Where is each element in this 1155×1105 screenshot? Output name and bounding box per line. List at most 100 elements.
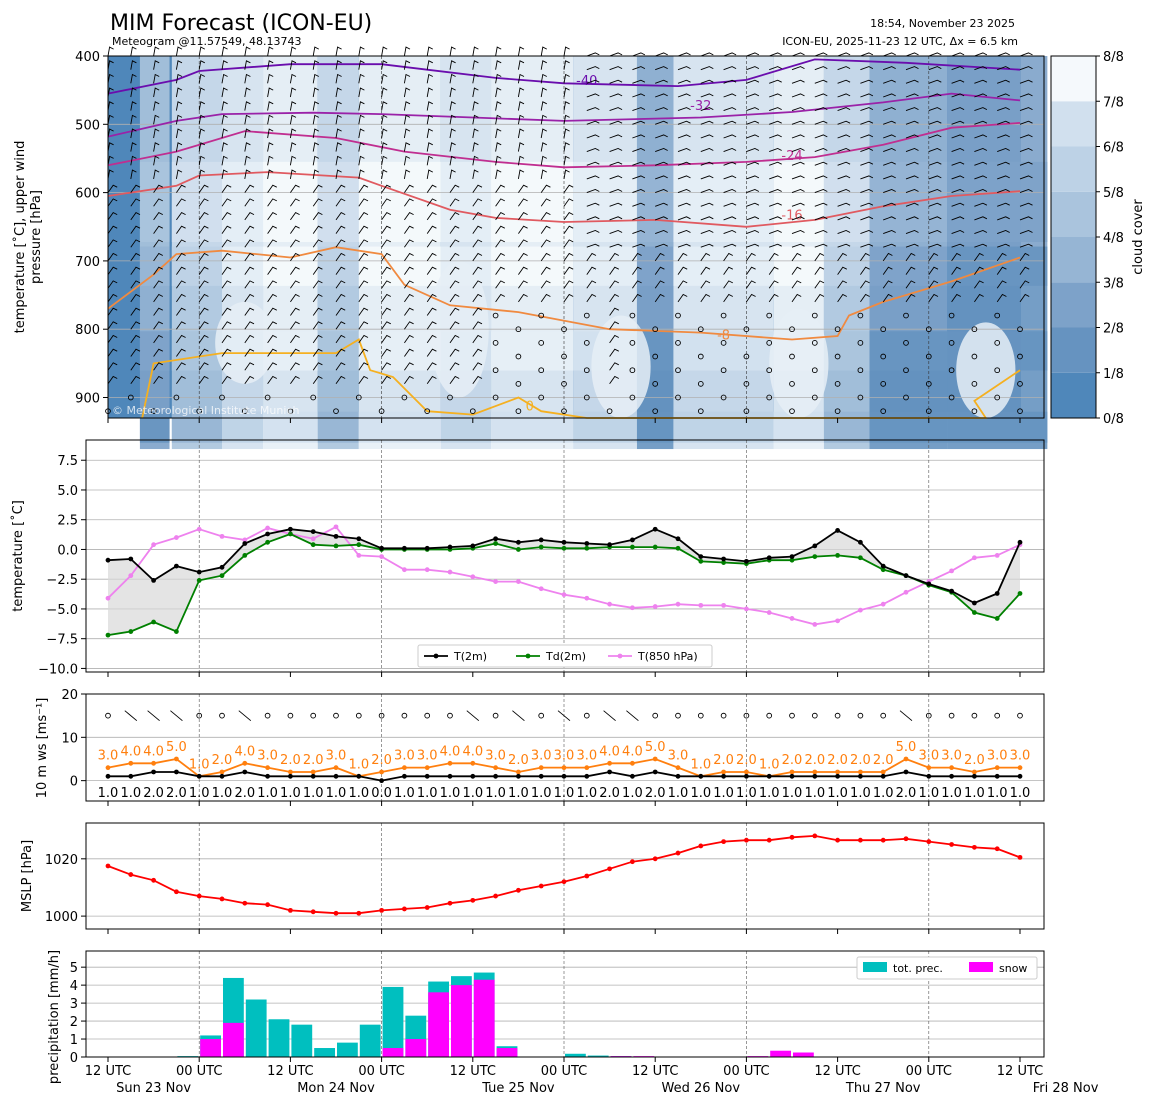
calm-wind-marker: [515, 353, 522, 360]
series-td2m-point: [675, 545, 681, 551]
surface-calm-marker: [219, 712, 225, 719]
wind-barb: [130, 101, 137, 111]
series-t2m-point: [310, 529, 316, 535]
wind-barb: [723, 93, 737, 98]
wind-barb: [609, 189, 623, 194]
wind-barb: [609, 79, 623, 84]
wind-barb: [632, 52, 646, 57]
wind-barb: [677, 93, 691, 98]
wind-speed-line-point: [105, 773, 111, 779]
y-tick-label: 400: [75, 50, 100, 65]
wind-barb: [723, 52, 737, 57]
wind-barb: [769, 243, 782, 248]
wind-barb: [632, 161, 646, 166]
legend-swatch: [969, 962, 993, 972]
wind-barb: [335, 266, 346, 275]
wind-barb: [244, 60, 251, 70]
wind-gust-line-point: [926, 765, 932, 771]
wind-barb: [426, 169, 434, 179]
wind-barb: [358, 114, 365, 125]
wind-gust-line-point: [424, 765, 430, 771]
calm-wind-marker: [880, 408, 887, 415]
wind-barb: [746, 107, 760, 112]
wind-barb: [882, 252, 893, 262]
wind-gust-label: 2.0: [371, 753, 392, 768]
wind-barb: [655, 148, 668, 153]
surface-calm-marker: [378, 712, 385, 719]
wind-barb: [632, 148, 646, 153]
wind-barb: [289, 114, 297, 125]
wind-barb: [928, 134, 942, 139]
wind-gust-line-point: [174, 756, 179, 762]
wind-barb: [198, 101, 206, 111]
wind-barb: [951, 243, 965, 248]
wind-barb: [928, 107, 942, 112]
temperature-y-axis: 7.5 5.0 2.5 0.0 −2.5 −5.0 −7.5 −10.0: [38, 454, 86, 677]
wind-barb: [951, 230, 965, 235]
wind-gust-label: 2.0: [782, 753, 803, 768]
wind-barb: [244, 184, 255, 193]
series-t850hpa-point: [812, 622, 818, 627]
wind-barb: [153, 348, 164, 357]
wind-barb: [381, 114, 388, 125]
wind-barb: [472, 198, 483, 207]
series-t2m-point: [607, 542, 612, 548]
wind-barb: [632, 243, 646, 248]
wind-barb: [449, 280, 460, 289]
wind-barb: [449, 362, 460, 371]
wind-barb: [153, 169, 160, 179]
wind-barb: [518, 184, 528, 193]
wind-barb: [335, 169, 342, 179]
wind-barb: [312, 348, 323, 357]
calm-wind-marker: [925, 326, 932, 333]
wind-barb: [814, 79, 828, 84]
wind-barb: [928, 93, 942, 98]
surface-calm-marker: [492, 712, 499, 719]
wind-barb: [996, 252, 1007, 262]
calm-wind-marker: [561, 380, 567, 387]
wind-barb: [244, 212, 255, 221]
wind-barb: [586, 230, 600, 235]
wind-barb: [518, 212, 528, 221]
calm-wind-marker: [675, 367, 681, 374]
wind-speed-label: 1.0: [759, 786, 780, 801]
wind-barb: [221, 73, 228, 84]
mslp-line-point: [174, 889, 179, 895]
isotherm-line: [107, 58, 1021, 95]
mslp-line-point: [310, 909, 316, 915]
wind-barb: [791, 107, 805, 112]
wind-barb: [655, 189, 668, 194]
wind-barb: [403, 87, 411, 98]
wind-barb: [768, 293, 779, 303]
calm-wind-marker: [948, 367, 955, 374]
wind-gust-line-point: [516, 769, 521, 775]
wind-speed-line-point: [812, 773, 818, 779]
wind-barb: [517, 142, 525, 152]
wind-barb: [130, 362, 141, 371]
wind-barb: [814, 148, 828, 153]
x-tick-label: 12 UTC: [632, 1064, 678, 1079]
wind-speed-line-point: [561, 773, 567, 779]
wind-gust-label: 5.0: [166, 740, 187, 755]
wind-barb: [632, 293, 642, 303]
wind-barb: [153, 198, 164, 207]
wind-barb: [175, 128, 183, 139]
surface-calm-marker: [538, 712, 545, 719]
calm-wind-marker: [424, 408, 431, 415]
wind-barb: [130, 293, 141, 303]
series-t850hpa-point: [972, 555, 977, 561]
snow-bar: [451, 985, 472, 1057]
legend-label: T(2m): [453, 650, 487, 663]
wind-barb: [289, 46, 297, 57]
calm-wind-marker: [652, 326, 659, 333]
legend-label: T(850 hPa): [637, 650, 698, 663]
wind-barb: [267, 266, 278, 275]
wind-barb: [176, 334, 186, 344]
wind-barb: [267, 101, 274, 111]
series-t2m-point: [105, 557, 111, 563]
wind-barb: [107, 280, 118, 289]
wind-barb: [677, 216, 691, 221]
wind-barb: [130, 307, 141, 316]
wind-barb: [723, 243, 737, 248]
wind-barb: [540, 184, 551, 193]
